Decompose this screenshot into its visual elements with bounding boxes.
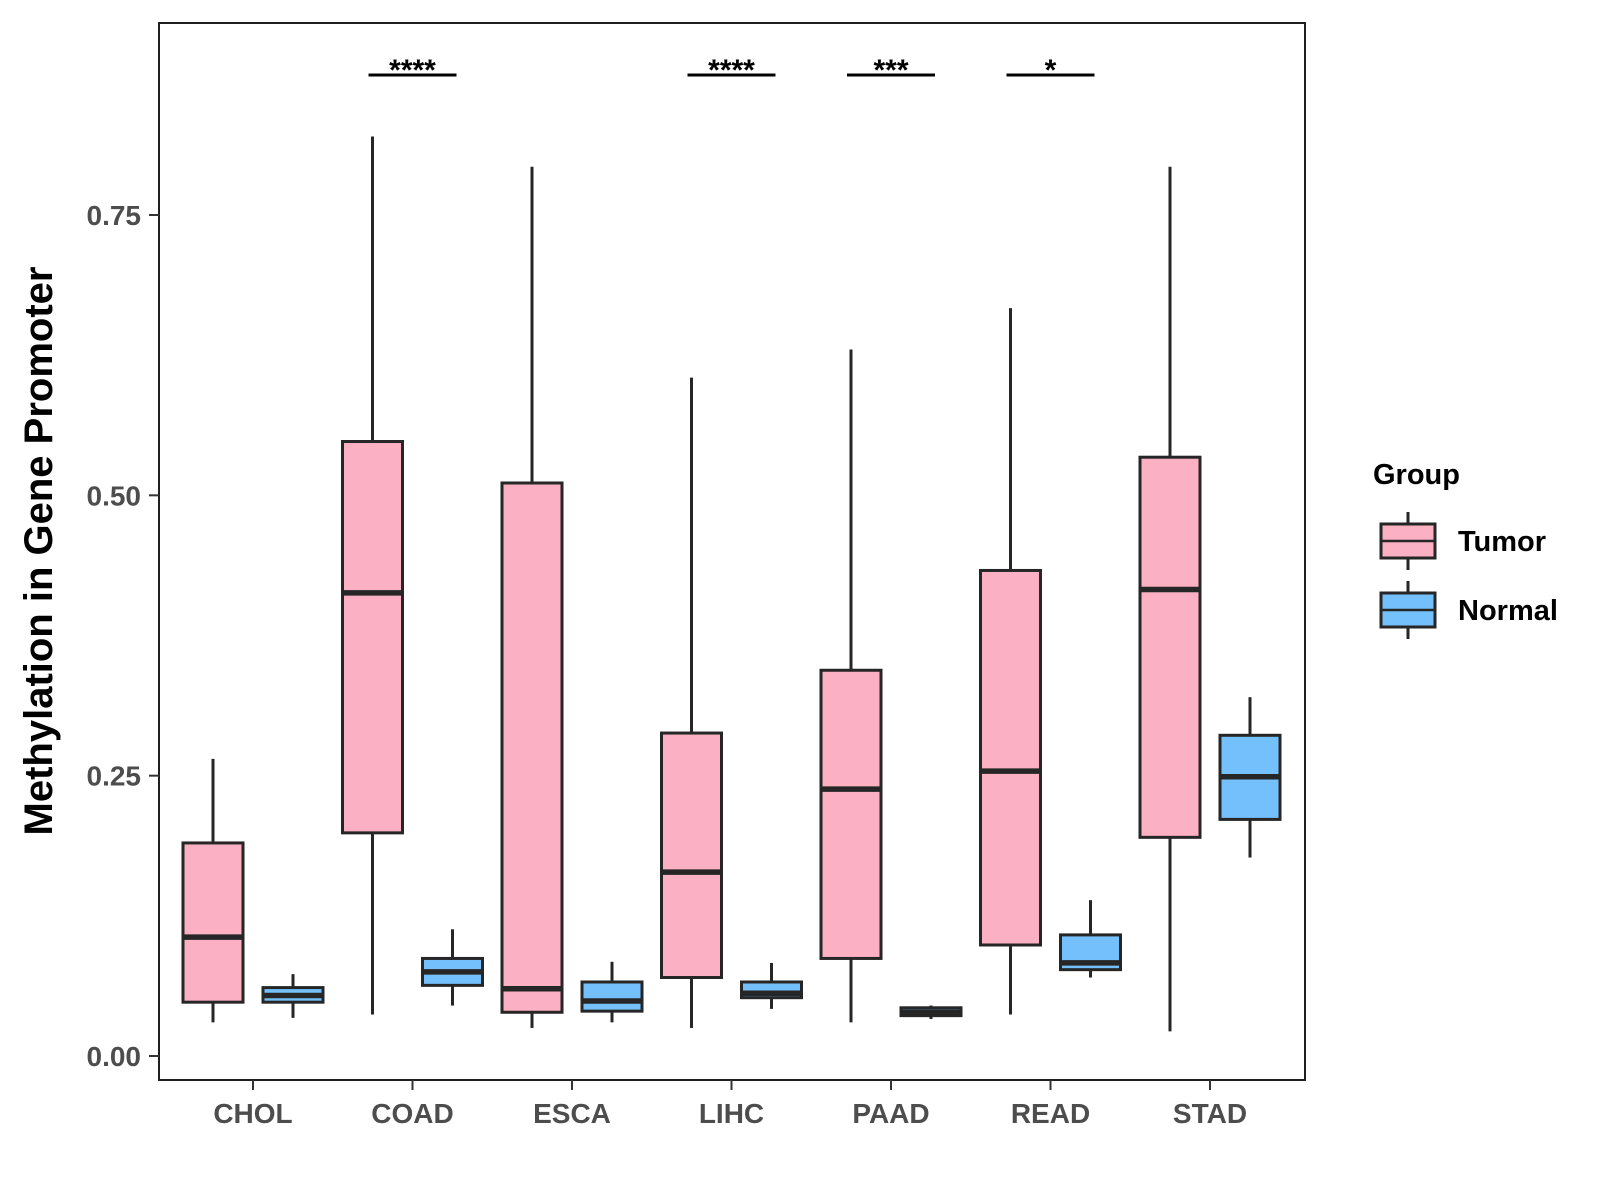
iqr-box: [181, 841, 245, 1004]
x-tick-label-lihc: LIHC: [699, 1098, 764, 1129]
box-normal-lihc: [740, 962, 803, 1009]
legend-entry-normal: Normal: [1379, 581, 1558, 639]
y-tick-label: 0.75: [87, 200, 142, 231]
iqr-box: [979, 568, 1042, 947]
box-normal-coad: [421, 929, 484, 1006]
box-tumor-paad: [819, 349, 883, 1023]
significance-layer: **** **** *** *: [368, 54, 1095, 87]
x-tick-label-stad: STAD: [1173, 1098, 1247, 1129]
iqr-box: [660, 731, 723, 980]
box-tumor-stad: [1138, 166, 1202, 1032]
box-tumor-read: [979, 308, 1042, 1015]
legend-label: Normal: [1458, 595, 1558, 627]
iqr-box: [819, 668, 883, 960]
significance-label: *: [1045, 54, 1057, 87]
box-tumor-coad: [341, 136, 404, 1015]
y-axis-title: Methylation in Gene Promoter: [17, 267, 61, 836]
x-tick-label-esca: ESCA: [533, 1098, 611, 1129]
significance-read: *: [1006, 54, 1095, 87]
x-tick-label-paad: PAAD: [852, 1098, 929, 1129]
y-tick-label: 0.00: [87, 1041, 142, 1072]
box-tumor-esca: [500, 166, 564, 1028]
x-tick-label-chol: CHOL: [213, 1098, 292, 1129]
y-axis: 0.00 0.25 0.50 0.75: [87, 200, 159, 1072]
significance-coad: ****: [368, 54, 457, 87]
significance-label: ***: [873, 54, 908, 87]
x-axis: CHOL COAD ESCA LIHC PAAD READ STAD: [213, 1080, 1247, 1129]
box-tumor-chol: [181, 758, 245, 1023]
significance-paad: ***: [847, 54, 935, 87]
legend-label: Tumor: [1458, 526, 1546, 558]
iqr-box: [341, 440, 404, 835]
iqr-box: [1138, 455, 1202, 839]
x-tick-label-coad: COAD: [371, 1098, 453, 1129]
plot-panel: [158, 22, 1306, 1081]
box-tumor-lihc: [660, 377, 723, 1028]
legend-entry-tumor: Tumor: [1379, 512, 1546, 570]
legend: Group Tumor Normal: [1373, 459, 1558, 639]
box-normal-paad: [899, 1005, 963, 1019]
iqr-box: [580, 980, 644, 1013]
box-normal-chol: [261, 974, 325, 1018]
box-normal-read: [1059, 900, 1122, 978]
iqr-box: [500, 481, 564, 1014]
legend-title: Group: [1373, 459, 1460, 491]
box-normal-esca: [580, 961, 644, 1023]
significance-label: ****: [708, 54, 755, 87]
x-tick-label-read: READ: [1011, 1098, 1090, 1129]
y-tick-label: 0.50: [87, 480, 142, 511]
boxes-layer: [181, 136, 1282, 1032]
significance-label: ****: [389, 54, 436, 87]
y-tick-label: 0.25: [87, 761, 142, 792]
significance-lihc: ****: [687, 54, 776, 87]
box-normal-stad: [1218, 697, 1282, 858]
